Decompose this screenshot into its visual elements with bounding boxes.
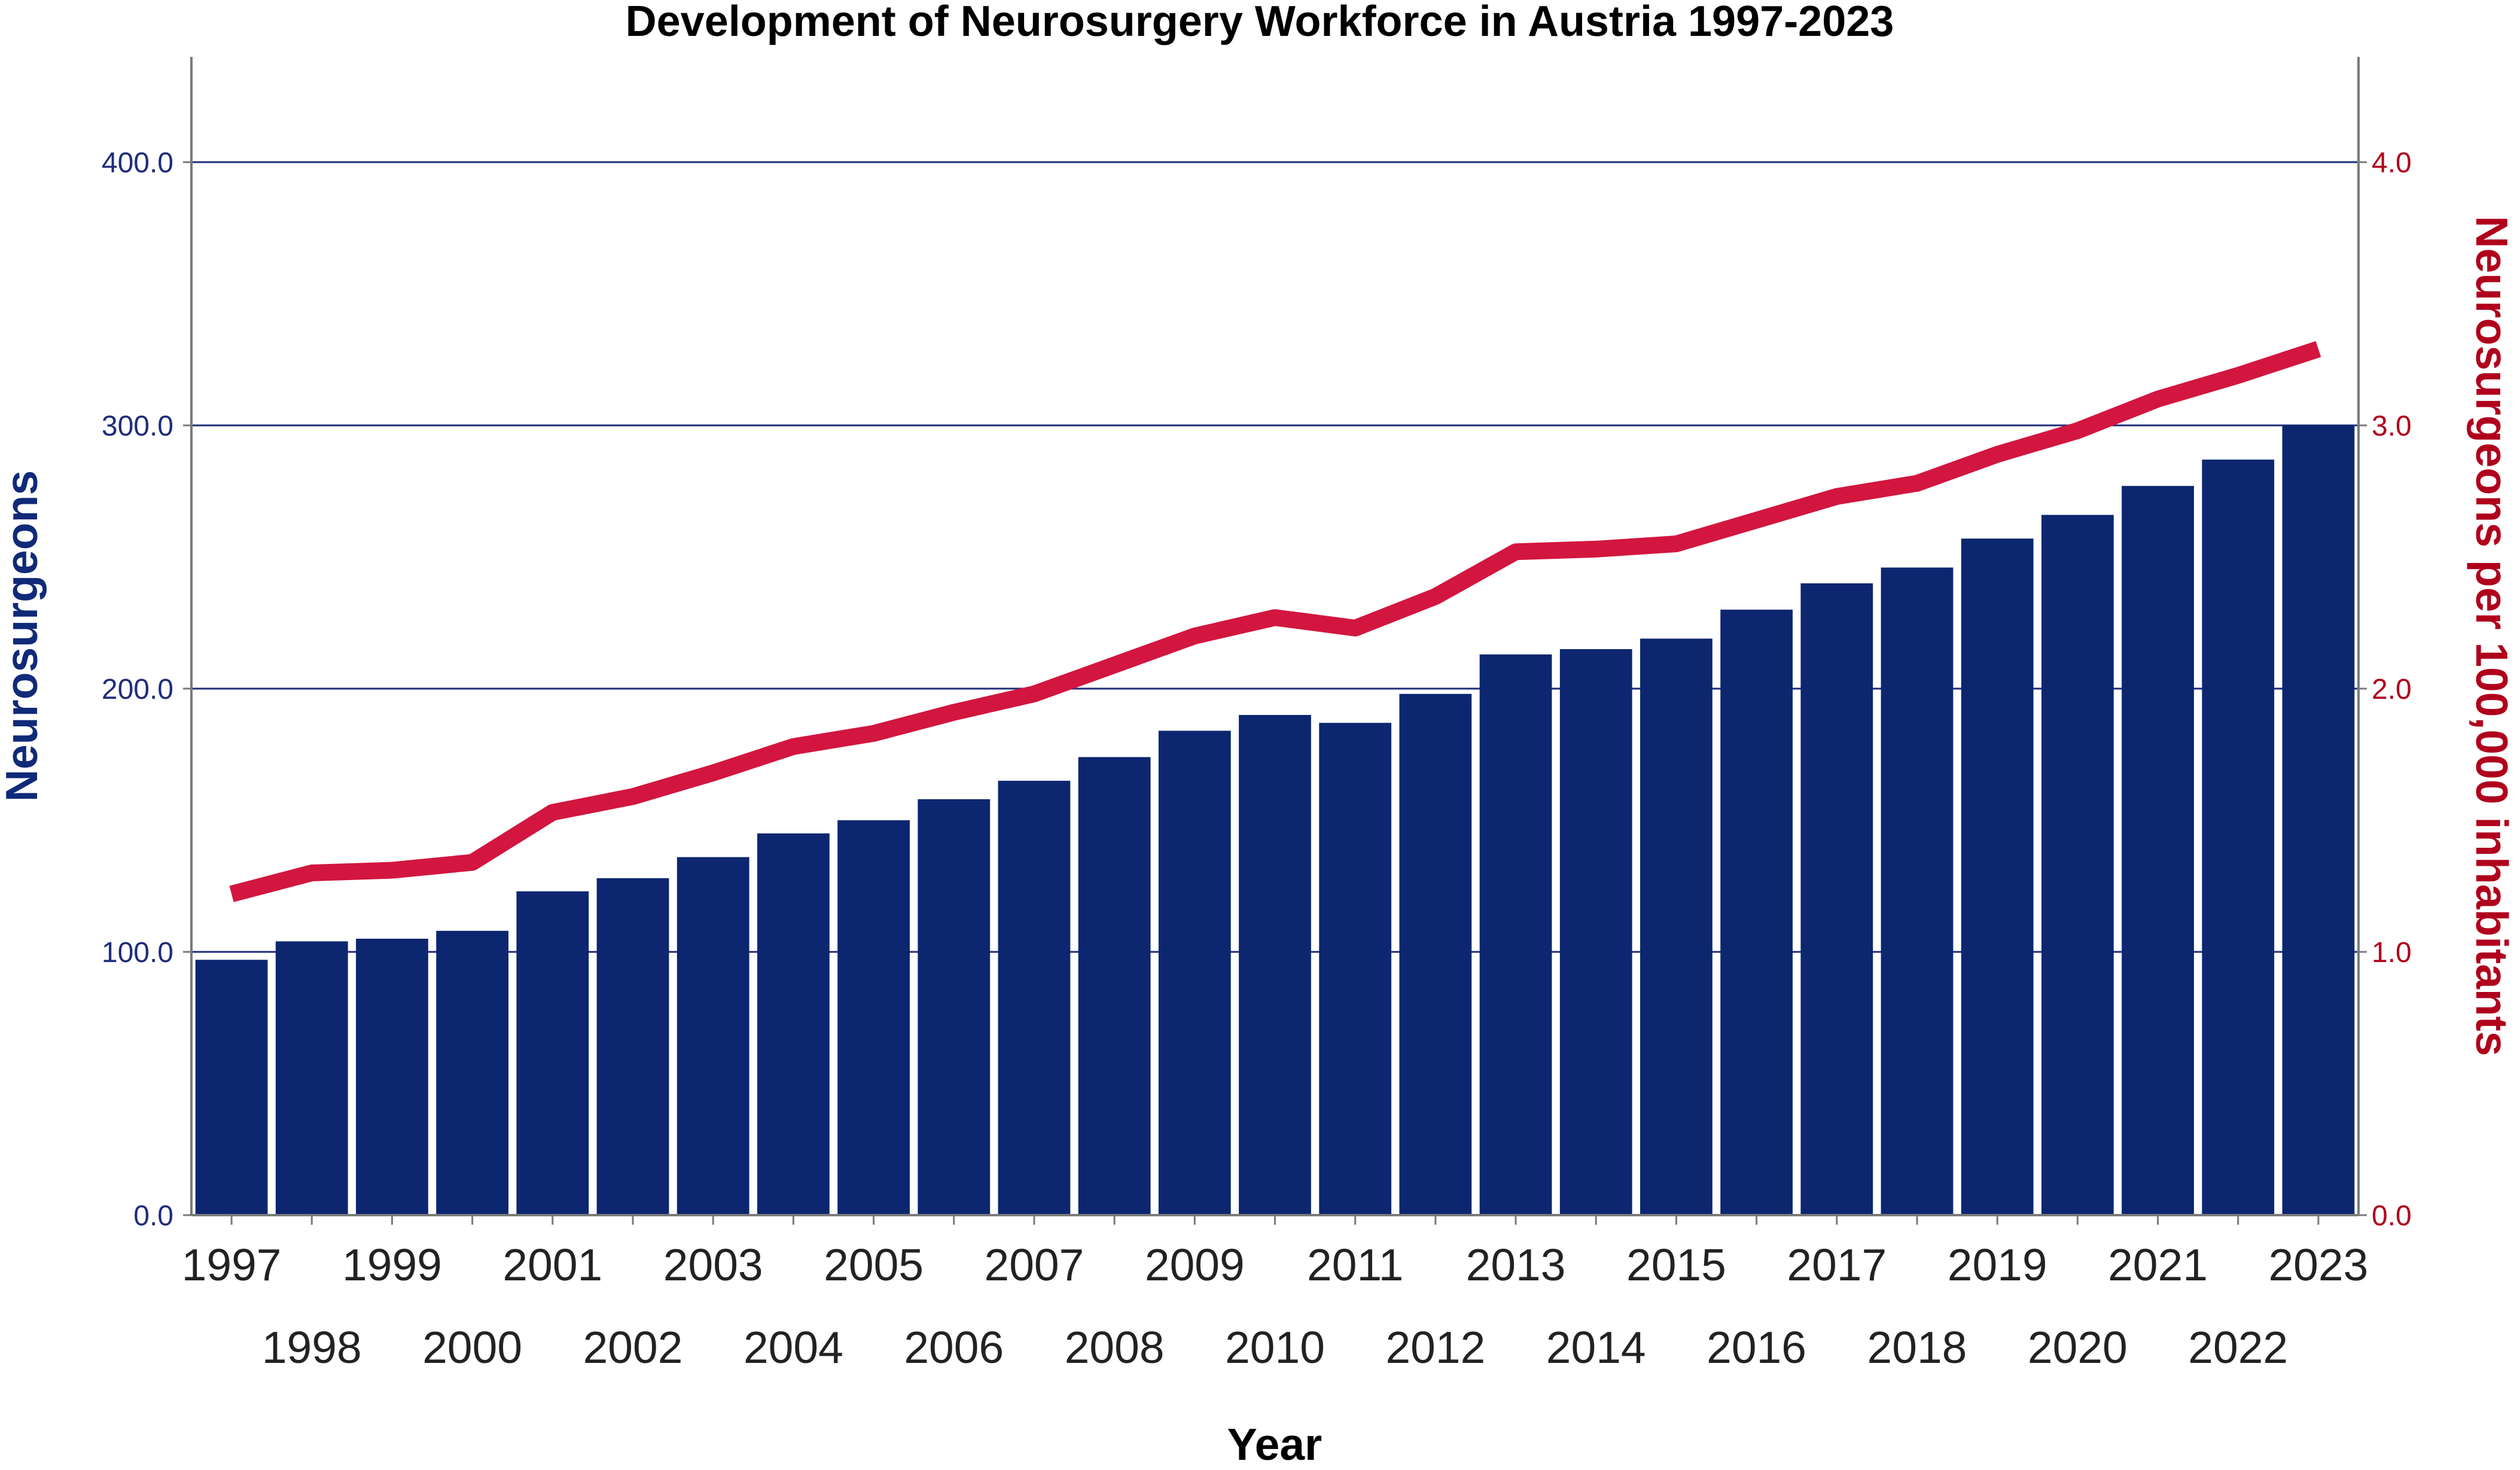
bar <box>2041 515 2114 1215</box>
x-tick-label: 2011 <box>1307 1240 1403 1290</box>
x-tick-label: 2018 <box>1867 1322 1967 1372</box>
left-tick-label: 100.0 <box>102 937 173 969</box>
right-tick-label: 2.0 <box>2372 674 2412 705</box>
x-tick-label: 2017 <box>1787 1240 1887 1290</box>
bar <box>1479 654 1552 1215</box>
x-tick-label: 2005 <box>824 1240 924 1290</box>
bar <box>436 930 509 1215</box>
x-tick-label: 2014 <box>1546 1322 1646 1372</box>
bar <box>1800 583 1873 1215</box>
line-series <box>229 341 2321 902</box>
x-tick-label: 2022 <box>2188 1322 2288 1372</box>
bar <box>757 833 830 1215</box>
x-tick-label: 2007 <box>985 1240 1084 1290</box>
x-tick-label: 2004 <box>743 1322 843 1372</box>
right-tick-label: 1.0 <box>2372 937 2412 969</box>
bar <box>596 878 669 1215</box>
x-tick-label: 2021 <box>2108 1240 2208 1290</box>
chart-title: Development of Neurosurgery Workforce in… <box>626 0 1894 45</box>
bar <box>2282 425 2355 1215</box>
x-tick-label: 2003 <box>663 1240 763 1290</box>
x-tick-label: 2009 <box>1145 1240 1245 1290</box>
axis-ticks: 0.0 100.0 200.0 300.0 400.0 0.0 1.0 2.0 3.0 4.0 19… <box>102 147 2412 1372</box>
x-tick-label: 2013 <box>1466 1240 1566 1290</box>
bar <box>1640 638 1712 1215</box>
left-tick-label: 0.0 <box>133 1200 173 1232</box>
x-tick-label: 2020 <box>2028 1322 2128 1372</box>
right-tick-label: 4.0 <box>2372 147 2412 179</box>
bar <box>677 857 749 1215</box>
bar <box>275 941 348 1215</box>
left-tick-label: 200.0 <box>102 674 173 705</box>
right-tick-label: 0.0 <box>2372 1200 2412 1232</box>
bar <box>356 939 428 1215</box>
bar <box>2122 486 2194 1216</box>
left-tick-label: 300.0 <box>102 410 173 442</box>
bar <box>837 820 910 1215</box>
bar <box>1881 567 1954 1215</box>
x-tick-label: 2006 <box>904 1322 1004 1372</box>
x-tick-label: 2010 <box>1225 1322 1325 1372</box>
x-tick-label: 2012 <box>1385 1322 1485 1372</box>
bar <box>1078 757 1151 1215</box>
bar <box>1319 723 1392 1215</box>
x-tick-label: 2015 <box>1626 1240 1726 1290</box>
bar <box>1158 731 1231 1215</box>
bar <box>1399 693 1472 1215</box>
x-tick-label: 2023 <box>2268 1240 2368 1290</box>
x-tick-label: 2001 <box>502 1240 602 1290</box>
bar <box>1961 538 2034 1216</box>
bar <box>516 891 589 1215</box>
bar <box>998 781 1071 1215</box>
x-tick-label: 1999 <box>342 1240 442 1290</box>
series-line <box>229 341 2321 902</box>
x-axis-label: Year <box>1227 1419 1323 1469</box>
x-tick-label: 2002 <box>583 1322 683 1372</box>
bar <box>1559 649 1632 1215</box>
bar <box>2202 459 2275 1216</box>
x-tick-label: 1997 <box>182 1240 282 1290</box>
x-tick-label: 2016 <box>1707 1322 1806 1372</box>
left-tick-label: 400.0 <box>102 147 173 179</box>
bar <box>918 799 991 1215</box>
bar <box>1239 715 1311 1215</box>
x-tick-label: 2008 <box>1065 1322 1165 1372</box>
right-tick-label: 3.0 <box>2372 410 2412 442</box>
y-axis-label-left: Neurosurgeons <box>0 470 47 802</box>
x-tick-label: 2019 <box>1948 1240 2047 1290</box>
x-tick-label: 1998 <box>262 1322 362 1372</box>
bar <box>1720 610 1793 1215</box>
y-axis-label-right: Neurosurgeons per 100,000 inhabitants <box>2467 216 2517 1057</box>
bar <box>195 960 268 1215</box>
bar-series <box>195 425 2355 1216</box>
x-tick-label: 2000 <box>422 1322 522 1372</box>
